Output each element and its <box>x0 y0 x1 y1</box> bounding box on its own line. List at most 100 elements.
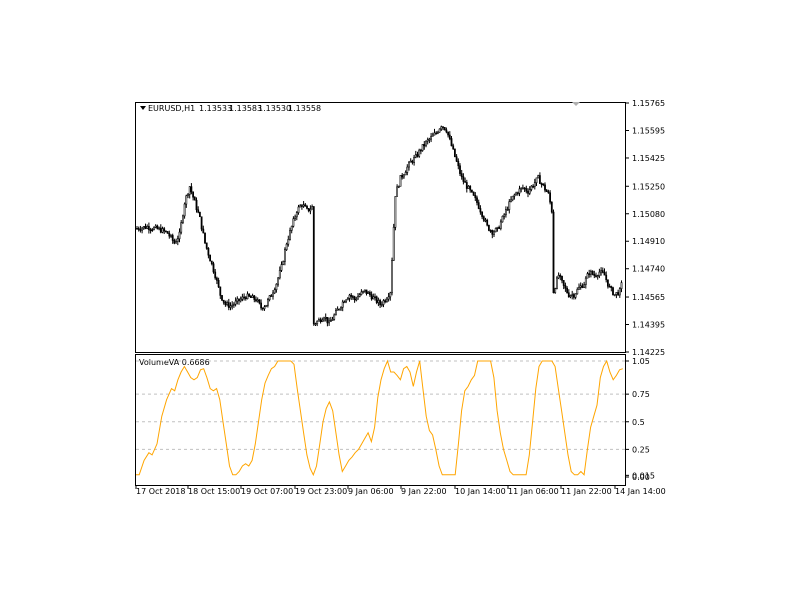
candle[interactable] <box>331 316 334 321</box>
candle[interactable] <box>275 283 278 293</box>
candle[interactable] <box>479 205 482 215</box>
candle[interactable] <box>435 131 438 135</box>
candle[interactable] <box>586 271 589 279</box>
candle[interactable] <box>515 191 518 196</box>
candle[interactable] <box>239 296 242 303</box>
candle[interactable] <box>285 242 288 251</box>
candle[interactable] <box>544 182 546 193</box>
candle[interactable] <box>146 224 149 230</box>
candle[interactable] <box>601 267 604 274</box>
candle[interactable] <box>613 294 616 297</box>
candle[interactable] <box>334 307 337 316</box>
candle[interactable] <box>295 211 298 221</box>
candle[interactable] <box>273 287 276 295</box>
candle[interactable] <box>137 226 140 232</box>
candle[interactable] <box>241 293 244 302</box>
candle[interactable] <box>481 211 484 220</box>
candle[interactable] <box>192 191 195 201</box>
candle[interactable] <box>224 300 227 307</box>
candle[interactable] <box>280 261 283 272</box>
candle[interactable] <box>595 272 597 278</box>
candle[interactable] <box>221 295 223 301</box>
candle[interactable] <box>423 141 426 150</box>
candle[interactable] <box>550 201 553 214</box>
candle[interactable] <box>372 293 375 300</box>
candle[interactable] <box>455 154 458 163</box>
candle[interactable] <box>161 226 164 234</box>
candle[interactable] <box>336 306 339 311</box>
candle[interactable] <box>178 228 181 243</box>
candle[interactable] <box>501 215 504 223</box>
candle[interactable] <box>477 199 480 210</box>
candle[interactable] <box>309 205 312 215</box>
candle[interactable] <box>144 223 147 230</box>
candle[interactable] <box>385 296 388 303</box>
candle[interactable] <box>391 257 393 296</box>
candle[interactable] <box>290 225 293 234</box>
candle[interactable] <box>304 202 307 207</box>
candle[interactable] <box>316 320 319 327</box>
candle[interactable] <box>591 270 594 276</box>
candle[interactable] <box>523 187 526 192</box>
candle[interactable] <box>217 277 220 288</box>
candle[interactable] <box>183 202 186 219</box>
candle[interactable] <box>200 216 203 232</box>
candle[interactable] <box>487 224 490 232</box>
candle[interactable] <box>445 127 448 134</box>
candle[interactable] <box>329 316 332 322</box>
candle[interactable] <box>425 140 427 148</box>
candle[interactable] <box>265 304 268 308</box>
candle[interactable] <box>618 287 621 298</box>
candle[interactable] <box>559 273 562 281</box>
candle[interactable] <box>227 298 230 311</box>
candle[interactable] <box>263 305 266 311</box>
candle[interactable] <box>484 217 487 223</box>
candle[interactable] <box>540 182 543 188</box>
candle[interactable] <box>615 292 618 299</box>
candle[interactable] <box>465 179 468 193</box>
candle[interactable] <box>462 173 465 185</box>
candle[interactable] <box>428 137 431 144</box>
candle[interactable] <box>382 299 385 308</box>
candle[interactable] <box>384 298 387 304</box>
candle[interactable] <box>165 230 167 233</box>
candle[interactable] <box>357 292 359 300</box>
candle[interactable] <box>581 283 584 289</box>
candle[interactable] <box>493 230 495 238</box>
candle[interactable] <box>346 297 349 301</box>
candle[interactable] <box>508 199 511 214</box>
candle[interactable] <box>527 188 529 198</box>
candle[interactable] <box>375 295 378 305</box>
candle[interactable] <box>302 201 305 208</box>
candle[interactable] <box>193 196 196 201</box>
candle[interactable] <box>610 285 613 292</box>
candle[interactable] <box>283 247 286 266</box>
candle[interactable] <box>576 287 579 295</box>
candle[interactable] <box>578 283 580 290</box>
candle[interactable] <box>409 158 412 163</box>
candle[interactable] <box>452 143 455 150</box>
candle[interactable] <box>564 282 567 292</box>
candle[interactable] <box>173 238 176 245</box>
candle[interactable] <box>367 290 370 294</box>
candle[interactable] <box>562 280 565 290</box>
candle[interactable] <box>460 169 463 180</box>
candle[interactable] <box>188 186 191 199</box>
candle[interactable] <box>314 322 317 327</box>
candle[interactable] <box>511 195 514 202</box>
candle[interactable] <box>311 204 314 210</box>
candle[interactable] <box>270 293 273 297</box>
candle[interactable] <box>307 208 310 213</box>
candle[interactable] <box>438 128 441 133</box>
symbol-dropdown-icon[interactable] <box>140 106 146 110</box>
candle[interactable] <box>266 297 269 308</box>
candle[interactable] <box>229 302 232 311</box>
candle[interactable] <box>416 151 419 158</box>
candle[interactable] <box>233 302 235 308</box>
candle[interactable] <box>528 186 531 196</box>
candle[interactable] <box>153 226 155 231</box>
candle[interactable] <box>561 275 563 284</box>
indicator-panel-frame[interactable] <box>135 354 626 486</box>
candle[interactable] <box>341 299 344 312</box>
candle[interactable] <box>620 280 623 293</box>
